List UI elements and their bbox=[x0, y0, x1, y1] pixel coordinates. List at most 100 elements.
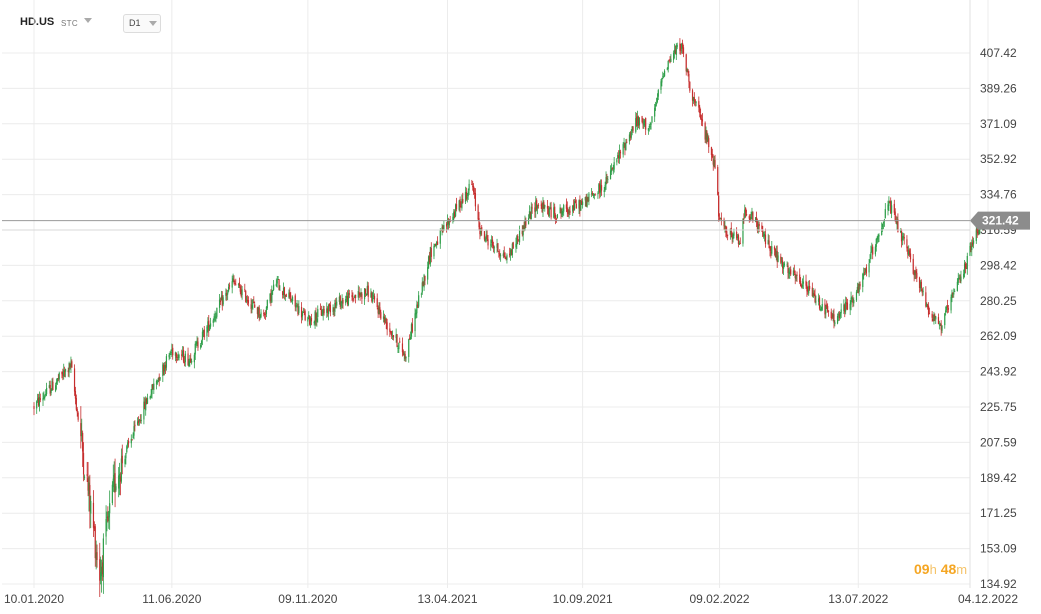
candle-body bbox=[485, 234, 487, 238]
candle-body bbox=[896, 220, 898, 225]
candle-body bbox=[882, 223, 884, 228]
candle-body bbox=[309, 316, 311, 325]
candle-body bbox=[654, 104, 657, 107]
candle-body bbox=[925, 292, 927, 307]
candle-body bbox=[628, 134, 631, 142]
candle-body bbox=[909, 250, 911, 255]
candle-body bbox=[107, 516, 109, 521]
candle-body bbox=[391, 336, 394, 337]
candle-body bbox=[206, 326, 208, 337]
candle-body bbox=[483, 231, 486, 240]
candle-body bbox=[430, 248, 432, 257]
candle-body bbox=[441, 227, 443, 230]
candle-body bbox=[56, 378, 59, 382]
candle-body bbox=[301, 312, 304, 317]
candle-body bbox=[332, 307, 334, 313]
candle-body bbox=[625, 142, 627, 151]
candle-body bbox=[209, 325, 211, 330]
candle-body bbox=[593, 193, 595, 196]
candle-body bbox=[220, 296, 222, 301]
candle-body bbox=[750, 216, 752, 220]
candle-body bbox=[676, 44, 678, 48]
candle-body bbox=[120, 458, 122, 482]
candle-body bbox=[573, 205, 575, 210]
symbol-dropdown-caret-icon[interactable] bbox=[84, 18, 92, 23]
candle-body bbox=[490, 244, 492, 246]
candle-body bbox=[327, 308, 329, 313]
candle-body bbox=[126, 446, 128, 453]
candle-body bbox=[527, 217, 530, 225]
candle-body bbox=[693, 97, 695, 100]
candle-body bbox=[609, 170, 612, 180]
candle-body bbox=[106, 516, 108, 518]
candle-body bbox=[370, 292, 372, 298]
candle-body bbox=[89, 485, 91, 512]
candle-body bbox=[742, 218, 744, 244]
candle-body bbox=[491, 239, 494, 246]
candle-body bbox=[509, 253, 511, 256]
candle-body bbox=[832, 314, 834, 318]
candle-body bbox=[573, 201, 576, 211]
candle-body bbox=[713, 159, 715, 166]
candle-body bbox=[178, 354, 180, 359]
candle-body bbox=[605, 177, 607, 185]
candle-body bbox=[283, 287, 286, 295]
candle-body bbox=[510, 249, 513, 255]
candle-body bbox=[353, 298, 355, 300]
candle-body bbox=[926, 304, 928, 307]
candle-body bbox=[333, 308, 335, 311]
candle-body bbox=[329, 304, 331, 313]
candle-body bbox=[846, 302, 849, 310]
candle-body bbox=[569, 210, 571, 213]
candle-body bbox=[648, 126, 650, 128]
candle-body bbox=[726, 231, 728, 236]
candle-body bbox=[468, 183, 470, 191]
candle-body bbox=[111, 484, 113, 504]
candle-body bbox=[536, 205, 539, 208]
candle-body bbox=[37, 397, 40, 406]
candle-body bbox=[427, 256, 430, 269]
candle-body bbox=[543, 202, 545, 209]
candle-body bbox=[844, 304, 846, 313]
candle-body bbox=[819, 309, 822, 311]
candle-body bbox=[88, 482, 90, 495]
candle-body bbox=[397, 348, 399, 349]
candle-body bbox=[118, 473, 121, 480]
candle-body bbox=[396, 334, 398, 347]
symbol-label[interactable]: HD.US bbox=[20, 16, 55, 28]
candle-body bbox=[971, 243, 973, 251]
candle-body bbox=[818, 297, 821, 309]
candle-body bbox=[465, 192, 468, 200]
candle-body bbox=[872, 246, 874, 255]
candle-body bbox=[247, 300, 250, 304]
candle-body bbox=[295, 305, 297, 308]
candle-body bbox=[963, 263, 966, 275]
timeframe-select[interactable]: D1 bbox=[123, 14, 161, 33]
candle-body bbox=[632, 126, 634, 131]
candle-body bbox=[298, 306, 300, 313]
candle-body bbox=[900, 229, 902, 232]
candle-body bbox=[584, 197, 586, 201]
y-tick-label: 298.42 bbox=[980, 258, 1017, 272]
candle-body bbox=[411, 323, 413, 332]
candle-body bbox=[409, 338, 411, 340]
candle-body bbox=[143, 401, 145, 420]
candle-body bbox=[445, 223, 448, 227]
candle-body bbox=[323, 308, 325, 314]
candle-body bbox=[540, 204, 542, 206]
candle-body bbox=[459, 199, 461, 208]
candle-body bbox=[257, 307, 259, 315]
candle-body bbox=[812, 292, 814, 298]
candle-body bbox=[932, 319, 934, 322]
candle-body bbox=[52, 381, 54, 391]
candle-body bbox=[673, 52, 675, 60]
candle-body bbox=[499, 253, 501, 256]
candle-body bbox=[265, 306, 268, 314]
candle-body bbox=[744, 209, 746, 219]
candle-body bbox=[328, 303, 331, 307]
candle-body bbox=[270, 292, 272, 302]
candle-body bbox=[279, 289, 281, 291]
candle-body bbox=[972, 240, 975, 244]
candle-body bbox=[357, 290, 359, 298]
